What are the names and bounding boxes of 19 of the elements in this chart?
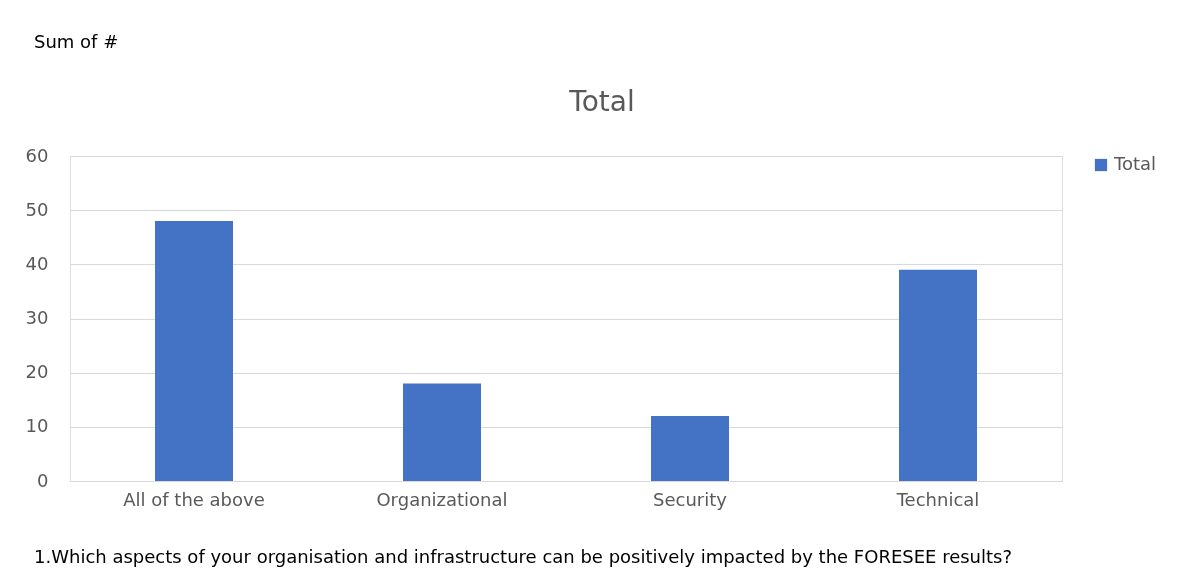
y-tick-label: 50 (25, 198, 49, 220)
y-tick-label: 60 (25, 144, 49, 166)
bar (155, 221, 233, 481)
chart-title: Total (568, 85, 635, 118)
x-tick-label: Technical (895, 488, 980, 510)
bar (403, 383, 481, 481)
legend-label: Total (1113, 153, 1157, 174)
y-tick-label: 10 (25, 415, 49, 437)
y-tick-label: 40 (25, 252, 49, 274)
y-tick-label: 30 (25, 307, 49, 328)
bar (651, 416, 729, 481)
y-tick-label: 0 (37, 469, 49, 491)
x-tick-label: Organizational (376, 488, 508, 510)
text: 1.Which aspects of your organisation and infrastructure can be positively impacted by the FORESEE results? (34, 546, 1013, 567)
bar (899, 269, 977, 481)
y-tick-label: 20 (25, 361, 49, 383)
x-tick-label: All of the above (123, 488, 265, 510)
x-tick-label: Security (653, 488, 728, 510)
text: Sum of # (34, 31, 119, 52)
